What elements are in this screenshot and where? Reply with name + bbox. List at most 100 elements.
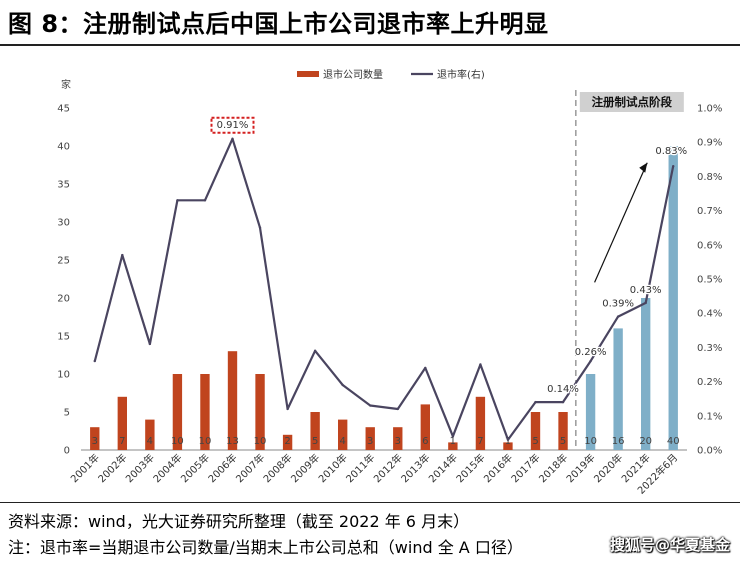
right-tick-label: 0.4% (697, 309, 722, 320)
bar-value-label: 7 (477, 436, 483, 447)
trend-arrow-line (594, 162, 648, 283)
bar-value-label: 4 (147, 436, 153, 447)
right-tick-label: 1.0% (697, 104, 722, 115)
right-tick-label: 0.0% (697, 446, 722, 457)
bar (227, 351, 238, 450)
bar (558, 412, 568, 450)
left-tick-label: 15 (57, 332, 70, 343)
rate-value-label: 0.14% (547, 384, 579, 395)
rate-value-label: 0.39% (602, 299, 634, 310)
left-tick-label: 0 (64, 446, 70, 457)
bar-value-label: 5 (312, 436, 318, 447)
bar (530, 412, 541, 450)
x-tick-label: 2009年 (288, 451, 322, 485)
bar (172, 374, 183, 450)
bar (640, 298, 651, 450)
bar (503, 442, 513, 450)
x-tick-label: 2014年 (426, 451, 460, 485)
bar (90, 427, 100, 450)
bar (448, 442, 458, 450)
bar (668, 146, 678, 450)
rate-point (148, 342, 152, 346)
legend-swatch-bars (297, 71, 319, 77)
left-tick-label: 30 (57, 218, 70, 229)
rate-point (341, 383, 344, 387)
left-tick-label: 20 (57, 294, 70, 305)
rate-point (286, 407, 289, 411)
bar (337, 419, 348, 450)
x-tick-label: 2010年 (316, 451, 350, 485)
x-tick-label: 2013年 (398, 451, 432, 485)
x-tick-label: 2002年 (95, 451, 129, 485)
rate-point (93, 359, 96, 363)
x-tick-label: 2003年 (123, 451, 157, 485)
right-tick-label: 0.2% (697, 377, 722, 388)
bar-value-label: 3 (92, 436, 98, 447)
rate-point (451, 435, 455, 438)
bar-value-label: 6 (422, 436, 428, 447)
bar (282, 434, 293, 450)
rate-point (506, 438, 510, 441)
x-tick-label: 2019年 (563, 451, 597, 485)
bar-value-label: 2 (284, 436, 290, 447)
bar (310, 412, 320, 450)
bar-value-label: 5 (560, 436, 566, 447)
left-tick-label: 5 (64, 408, 70, 419)
bar (585, 374, 596, 450)
bar-value-label: 3 (367, 436, 373, 447)
bar (255, 374, 265, 450)
formula-note: 注：退市率=当期退市公司数量/当期末上市公司总和（wind 全 A 口径） (8, 538, 523, 557)
rate-point (672, 164, 675, 168)
left-tick-label: 40 (57, 142, 70, 153)
rate-point (121, 253, 124, 257)
right-tick-label: 0.1% (697, 411, 722, 422)
x-tick-label: 2020年 (591, 451, 625, 485)
rate-point (369, 404, 372, 407)
left-axis-unit: 家 (61, 78, 71, 91)
rate-point (203, 199, 207, 202)
notes-divider (0, 502, 740, 503)
bar (145, 419, 155, 450)
legend-label-line: 退市率(右) (437, 68, 485, 81)
rate-value-label: 0.91% (217, 120, 249, 131)
bar-value-label: 1 (505, 436, 511, 447)
bar-value-label: 7 (119, 436, 125, 447)
rate-value-label: 0.26% (575, 347, 607, 358)
bar-value-label: 4 (339, 436, 345, 447)
rate-point (258, 226, 262, 229)
x-tick-label: 2008年 (260, 451, 294, 485)
bar (365, 427, 375, 450)
left-tick-label: 10 (57, 370, 70, 381)
x-tick-label: 2012年 (371, 451, 405, 485)
x-tick-label: 2011年 (343, 451, 377, 485)
left-tick-label: 45 (57, 104, 70, 115)
bar-value-label: 5 (532, 436, 538, 447)
rate-point (561, 400, 565, 404)
bar (117, 396, 128, 450)
rate-point (589, 359, 592, 363)
rate-point (313, 349, 317, 353)
chart: 注册制试点阶段 家0510152025303540450.0%0.1%0.2%0… (57, 68, 722, 497)
right-tick-label: 0.5% (697, 275, 722, 286)
highlight-label: 注册制试点阶段 (592, 95, 673, 109)
bar (200, 374, 210, 450)
bar-value-label: 40 (667, 436, 680, 447)
x-tick-label: 2016年 (481, 451, 515, 485)
rate-value-label: 0.83% (655, 146, 687, 157)
bar-value-label: 10 (254, 436, 267, 447)
right-tick-label: 0.6% (697, 240, 722, 251)
x-tick-label: 2015年 (453, 451, 487, 485)
rate-point (644, 301, 647, 305)
rate-point (479, 363, 482, 366)
rate-line (93, 137, 675, 441)
title-divider (0, 44, 740, 46)
bar-value-label: 10 (171, 436, 184, 447)
source-note: 资料来源：wind，光大证券研究所整理（截至 2022 年 6 月末） (8, 512, 470, 531)
x-tick-label: 2004年 (150, 451, 184, 485)
x-tick-label: 2005年 (178, 451, 212, 485)
right-tick-label: 0.7% (697, 206, 722, 217)
bar-value-label: 13 (226, 436, 239, 447)
rate-point (231, 137, 234, 140)
right-tick-label: 0.8% (697, 172, 722, 183)
bar (613, 328, 623, 450)
